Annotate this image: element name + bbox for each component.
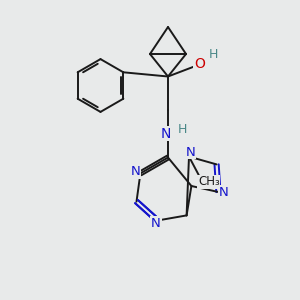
Text: N: N	[160, 127, 171, 140]
Text: N: N	[186, 146, 195, 159]
Text: CH₃: CH₃	[198, 175, 220, 188]
Text: N: N	[219, 185, 229, 199]
Text: O: O	[194, 58, 205, 71]
Text: H: H	[178, 123, 187, 136]
Text: N: N	[131, 165, 141, 178]
Text: N: N	[151, 217, 161, 230]
Text: H: H	[208, 48, 218, 62]
